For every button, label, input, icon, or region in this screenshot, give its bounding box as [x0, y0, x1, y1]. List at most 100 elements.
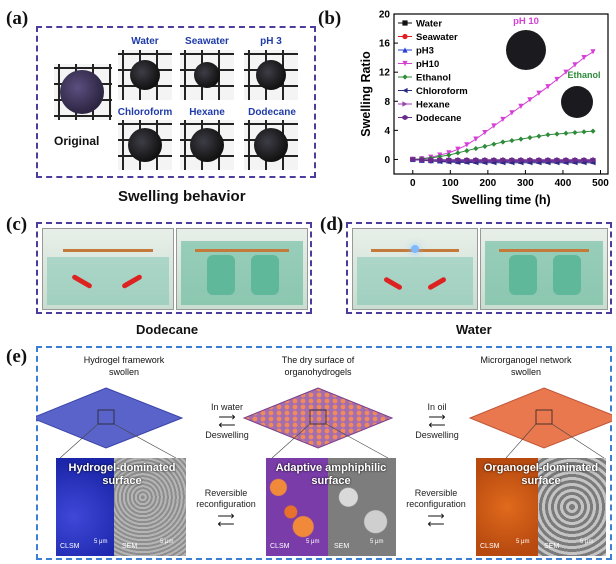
data-point-ph10 — [464, 142, 469, 147]
solvent-label-hexane: Hexane — [180, 107, 234, 118]
data-point-ph10 — [590, 49, 595, 54]
x-tick-label: 100 — [442, 178, 459, 189]
panel-d-caption: Water — [456, 322, 492, 337]
arrow1-bottom-label: Deswelling — [192, 430, 262, 440]
y-tick-label: 4 — [384, 126, 390, 137]
clsm-label-1: CLSM — [60, 543, 79, 550]
micrograph-hydrogel-label: Hydrogel-dominated surface — [58, 462, 186, 488]
arrow2-left: ⟵ — [406, 421, 468, 429]
scale-bar-1a: 5 μm — [94, 539, 107, 545]
reconf-left-arrows: ⟶ ⟵ — [194, 512, 258, 528]
y-tick-label: 20 — [379, 10, 391, 21]
legend-label-ph10: pH10 — [416, 59, 439, 70]
data-point-ethanol — [563, 131, 568, 136]
ethanol-inset-photo — [561, 86, 593, 118]
data-point-ethanol — [581, 129, 586, 134]
sample-disc-chloroform — [128, 128, 162, 162]
sample-disc-hexane — [190, 128, 224, 162]
annotation-ethanol: Ethanol — [568, 70, 601, 80]
legend-marker-dodecane — [402, 115, 407, 120]
panel-c-letter: (c) — [6, 214, 27, 236]
ph10-inset-photo — [506, 30, 546, 70]
x-tick-label: 300 — [517, 178, 534, 189]
data-point-ethanol — [464, 148, 469, 153]
y-tick-label: 12 — [379, 68, 391, 79]
data-point-ethanol — [554, 131, 559, 136]
scale-bar-3b: 5 μm — [580, 539, 593, 545]
water-tank-photo-2 — [480, 228, 608, 310]
scale-bar-1b: 5 μm — [160, 539, 173, 545]
data-point-ph10 — [473, 136, 478, 141]
col1-title: Hydrogel framework swollen — [54, 354, 194, 378]
dodecane-tank-photo-2 — [176, 228, 308, 310]
legend-label-hexane: Hexane — [416, 100, 450, 111]
data-point-ethanol — [518, 136, 523, 141]
x-tick-label: 200 — [480, 178, 497, 189]
panel-a-letter: (a) — [6, 8, 28, 30]
panel-c-caption: Dodecane — [136, 322, 198, 337]
schematic-sheets — [36, 380, 612, 460]
solvent-label-chloroform: Chloroform — [112, 107, 178, 118]
sample-disc-water — [130, 60, 160, 90]
solvent-label-ph3: pH 3 — [244, 36, 298, 47]
data-point-ethanol — [527, 135, 532, 140]
legend-marker-hexane — [402, 101, 407, 106]
reconf-left-label: Reversible reconfiguration — [188, 488, 264, 510]
panel-e-letter: (e) — [6, 346, 27, 368]
hydrogel-sheet — [36, 388, 182, 448]
micrograph-organogel-label: Organogel-dominated surface — [476, 462, 606, 488]
legend-label-ph3: pH3 — [416, 46, 434, 57]
sample-disc-seawater — [194, 62, 220, 88]
y-tick-label: 0 — [384, 155, 390, 166]
legend-marker-chloroform — [402, 88, 407, 93]
y-tick-label: 16 — [379, 39, 391, 50]
water-tank-photo-1 — [352, 228, 478, 310]
legend-label-seawater: Seawater — [416, 32, 458, 43]
original-label: Original — [54, 134, 99, 148]
arrow2-bottom-label: Deswelling — [402, 430, 472, 440]
micrograph-organohydrogel-label: Adaptive amphiphilic surface — [266, 462, 396, 488]
sem-label-3: SEM — [544, 543, 559, 550]
legend-marker-water — [402, 20, 407, 25]
x-tick-label: 400 — [555, 178, 572, 189]
scale-bar-3a: 5 μm — [516, 539, 529, 545]
dodecane-tank-photo-1 — [42, 228, 174, 310]
legend-label-dodecane: Dodecane — [416, 113, 461, 124]
data-point-ethanol — [509, 138, 514, 143]
data-point-ethanol — [545, 132, 550, 137]
annotation-ph10: pH 10 — [513, 16, 539, 27]
clsm-label-3: CLSM — [480, 543, 499, 550]
data-point-ethanol — [500, 139, 505, 144]
sample-disc-dodecane — [254, 128, 288, 162]
data-point-ethanol — [473, 146, 478, 151]
x-tick-label: 500 — [592, 178, 609, 189]
legend-label-ethanol: Ethanol — [416, 73, 451, 84]
legend-marker-ethanol — [402, 74, 407, 79]
data-point-ethanol — [455, 150, 460, 155]
data-point-ethanol — [491, 142, 496, 147]
scale-bar-2b: 5 μm — [370, 539, 383, 545]
data-point-ethanol — [572, 130, 577, 135]
data-point-ethanol — [482, 144, 487, 149]
sample-disc-ph3 — [256, 60, 286, 90]
solvent-label-dodecane: Dodecane — [242, 107, 302, 118]
swelling-chart: 0 100 200 300 400 500 0 4 8 12 16 20 Swelling time (… — [332, 6, 616, 218]
panel-d-letter: (d) — [320, 214, 343, 236]
reconf-right-arrows: ⟶ ⟵ — [404, 512, 468, 528]
solvent-label-seawater: Seawater — [180, 36, 234, 47]
data-point-ethanol — [590, 128, 595, 133]
x-axis-label: Swelling time (h) — [451, 193, 550, 207]
scale-bar-2a: 5 μm — [306, 539, 319, 545]
organogel-sheet — [470, 388, 612, 448]
y-axis-label: Swelling Ratio — [359, 51, 373, 137]
clsm-label-2: CLSM — [270, 543, 289, 550]
sem-label-1: SEM — [122, 543, 137, 550]
organohydrogel-sheet — [244, 388, 392, 448]
panel-a-caption: Swelling behavior — [118, 188, 246, 205]
col2-title: The dry surface of organohydrogels — [248, 354, 388, 378]
sem-label-2: SEM — [334, 543, 349, 550]
original-sample-disc — [60, 70, 104, 114]
legend-marker-seawater — [402, 34, 407, 39]
reconf-right-label: Reversible reconfiguration — [398, 488, 474, 510]
legend-label-water: Water — [416, 19, 442, 30]
